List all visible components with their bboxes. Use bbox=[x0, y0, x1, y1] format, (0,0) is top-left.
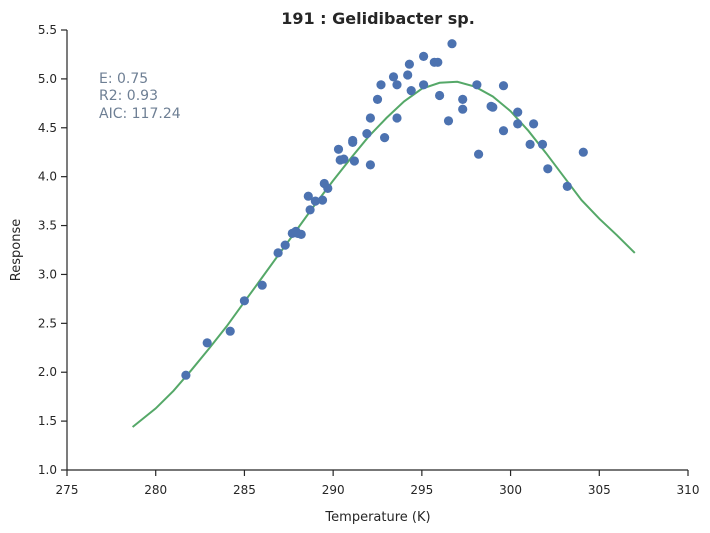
data-points-group bbox=[181, 39, 588, 380]
data-point bbox=[498, 81, 509, 91]
fit-curve-group bbox=[131, 80, 636, 428]
data-point bbox=[257, 280, 267, 290]
annotation-aic: AIC: 117.24 bbox=[99, 106, 181, 122]
data-point bbox=[458, 104, 468, 114]
x-tick-label: 305 bbox=[588, 483, 611, 497]
data-point bbox=[498, 126, 509, 136]
x-tick-label: 290 bbox=[322, 483, 345, 497]
data-point bbox=[529, 119, 539, 129]
data-point bbox=[419, 80, 429, 90]
data-point bbox=[305, 205, 315, 215]
y-axis-title: Response bbox=[9, 219, 24, 281]
data-point bbox=[202, 338, 212, 348]
x-tick-label: 280 bbox=[144, 483, 167, 497]
x-tick-label: 300 bbox=[499, 483, 522, 497]
x-tick-label: 295 bbox=[410, 483, 433, 497]
y-tick-label: 4.5 bbox=[38, 121, 57, 135]
data-point bbox=[458, 94, 468, 104]
data-point bbox=[435, 90, 445, 101]
data-point bbox=[472, 80, 482, 90]
data-point bbox=[433, 57, 443, 67]
y-tick-label: 1.5 bbox=[38, 414, 57, 428]
data-point bbox=[388, 72, 399, 82]
x-tick-label: 310 bbox=[677, 483, 700, 497]
data-point bbox=[419, 51, 429, 62]
annotation-e: E: 0.75 bbox=[99, 71, 148, 87]
x-tick-label: 285 bbox=[233, 483, 256, 497]
data-point bbox=[239, 296, 249, 306]
y-tick-label: 3.0 bbox=[38, 267, 57, 281]
axes: 275 280 285 290 295 300 305 310 1.0 1.5 2.0 2.5 3.0 3… bbox=[38, 23, 700, 497]
fit-curve bbox=[131, 80, 636, 428]
data-point bbox=[181, 370, 191, 380]
data-point bbox=[365, 113, 375, 123]
data-point bbox=[317, 195, 328, 205]
data-point bbox=[562, 181, 572, 191]
data-point bbox=[280, 240, 290, 250]
x-axis-title: Temperature (K) bbox=[324, 510, 430, 525]
data-point bbox=[333, 144, 344, 154]
chart-title: 191 : Gelidibacter sp. bbox=[281, 9, 475, 28]
data-point bbox=[525, 139, 535, 149]
data-point bbox=[406, 86, 416, 96]
y-tick-label: 4.0 bbox=[38, 170, 57, 184]
data-point bbox=[488, 102, 498, 112]
annotation-r2: R2: 0.93 bbox=[99, 88, 158, 104]
y-tick-label: 3.5 bbox=[38, 219, 57, 233]
data-point bbox=[392, 80, 402, 90]
y-tick-label: 5.0 bbox=[38, 72, 57, 86]
data-point bbox=[513, 107, 523, 117]
data-point bbox=[303, 191, 313, 201]
data-point bbox=[578, 147, 588, 157]
data-point bbox=[513, 119, 523, 129]
data-point bbox=[392, 113, 402, 123]
data-point bbox=[323, 183, 333, 193]
data-point bbox=[376, 80, 386, 90]
data-point bbox=[474, 149, 484, 159]
data-point bbox=[404, 59, 414, 69]
data-point bbox=[443, 116, 454, 126]
data-point bbox=[403, 70, 413, 80]
data-point bbox=[447, 39, 457, 49]
data-point bbox=[543, 164, 553, 174]
data-point bbox=[365, 160, 375, 170]
data-point bbox=[273, 248, 283, 258]
data-point bbox=[225, 326, 235, 336]
data-point bbox=[310, 196, 320, 206]
y-tick-label: 1.0 bbox=[38, 463, 57, 477]
y-tick-label: 2.0 bbox=[38, 365, 57, 379]
y-tick-label: 5.5 bbox=[38, 23, 57, 37]
data-point bbox=[348, 137, 358, 147]
data-point bbox=[296, 229, 306, 239]
data-point bbox=[339, 154, 349, 164]
data-point bbox=[362, 129, 372, 139]
data-point bbox=[537, 139, 548, 149]
data-point bbox=[372, 94, 383, 104]
x-tick-label: 275 bbox=[56, 483, 79, 497]
y-tick-label: 2.5 bbox=[38, 316, 57, 330]
data-point bbox=[349, 156, 359, 166]
data-point bbox=[380, 133, 390, 143]
stats-annotation: E: 0.75 R2: 0.93 AIC: 117.24 bbox=[99, 71, 181, 122]
